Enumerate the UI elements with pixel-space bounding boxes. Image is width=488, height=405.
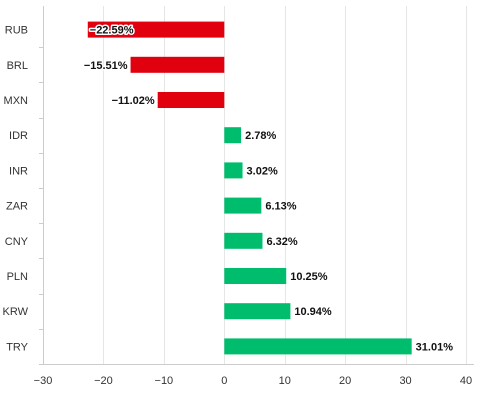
category-label: PLN bbox=[7, 271, 28, 283]
x-tick-label: −10 bbox=[155, 375, 174, 387]
category-label: KRW bbox=[3, 306, 29, 318]
data-label: −22.59% bbox=[90, 25, 134, 37]
x-tick-label: 10 bbox=[279, 375, 291, 387]
category-label: ZAR bbox=[6, 201, 28, 213]
bar bbox=[87, 21, 225, 38]
data-label: 10.25% bbox=[290, 271, 328, 283]
x-tick-label: 20 bbox=[339, 375, 351, 387]
bar bbox=[224, 268, 287, 284]
data-label: −15.51% bbox=[84, 60, 128, 72]
x-tick-label: 30 bbox=[399, 375, 411, 387]
category-label: BRL bbox=[7, 60, 28, 72]
data-label: 2.78% bbox=[245, 130, 276, 142]
axes: −30 −20 −10 0 10 20 30 40 RUB BRL MXN IDR INR ZAR CNY P… bbox=[3, 6, 474, 387]
bar bbox=[224, 303, 291, 320]
category-label: MXN bbox=[4, 95, 29, 107]
data-label: 6.13% bbox=[265, 201, 296, 213]
data-label: 3.02% bbox=[247, 165, 278, 177]
category-label: CNY bbox=[5, 236, 29, 248]
x-tick-label: 0 bbox=[221, 375, 227, 387]
bar bbox=[224, 232, 263, 249]
data-labels: −22.59% −15.51% −11.02% 2.78% 3.02% 6.13% 6.32… bbox=[82, 23, 454, 353]
bars bbox=[87, 21, 412, 355]
x-tick-label: −20 bbox=[94, 375, 113, 387]
bar bbox=[224, 197, 262, 214]
x-tick-label: −30 bbox=[34, 375, 53, 387]
category-label: INR bbox=[9, 165, 28, 177]
x-tick-label: 40 bbox=[460, 375, 472, 387]
bar bbox=[130, 56, 225, 73]
data-label: 6.32% bbox=[266, 236, 297, 248]
bar bbox=[224, 338, 412, 355]
category-label: RUB bbox=[5, 25, 28, 37]
category-label: TRY bbox=[6, 341, 28, 353]
bar bbox=[224, 127, 242, 144]
data-label: 31.01% bbox=[416, 341, 454, 353]
bar bbox=[224, 162, 243, 179]
data-label: −11.02% bbox=[112, 95, 155, 107]
category-label: IDR bbox=[9, 130, 28, 142]
data-label: 10.94% bbox=[294, 306, 332, 318]
bar bbox=[157, 92, 225, 108]
